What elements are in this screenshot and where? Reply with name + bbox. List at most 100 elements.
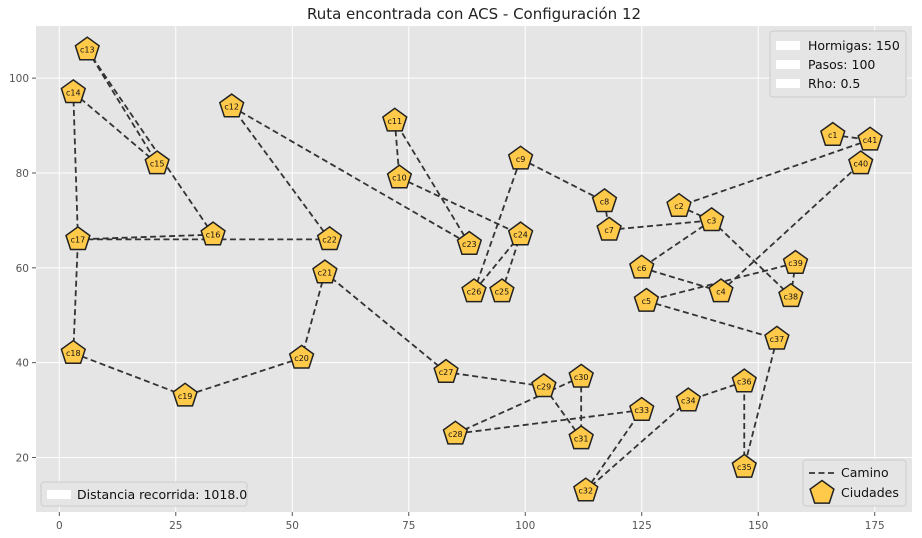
- city-pentagon: [489, 278, 515, 303]
- route-segment: [646, 300, 778, 340]
- city-pentagon: [596, 216, 622, 241]
- params-legend-entry: Pasos: 100: [808, 57, 875, 72]
- city-pentagon: [778, 282, 804, 308]
- city-label: c24: [513, 231, 528, 240]
- city-marker: c15: [144, 150, 170, 175]
- city-label: c15: [150, 160, 165, 169]
- city-pentagon: [461, 278, 487, 303]
- city-pentagon: [629, 396, 655, 421]
- route-segment: [454, 376, 582, 435]
- city-label: c27: [439, 368, 454, 377]
- x-tick-label: 25: [169, 520, 182, 532]
- series-legend-city-swatch: [809, 479, 835, 504]
- city-pentagon: [382, 107, 408, 132]
- y-tick-label: 80: [16, 168, 29, 180]
- city-marker: c12: [218, 93, 245, 118]
- city-marker: c24: [507, 221, 534, 246]
- route-segment: [72, 352, 186, 397]
- route-segment: [324, 271, 447, 373]
- city-label: c22: [322, 235, 337, 244]
- city-marker: c17: [65, 225, 91, 251]
- city-marker: c9: [507, 145, 534, 170]
- city-marker: c32: [573, 477, 599, 502]
- route-segment: [609, 219, 712, 231]
- city-marker: c20: [288, 344, 315, 369]
- city-label: c6: [637, 264, 647, 273]
- city-label: c35: [737, 463, 752, 472]
- chart-title: Ruta encontrada con ACS - Configuración …: [307, 5, 641, 23]
- city-pentagon: [433, 358, 459, 383]
- city-marker: c21: [312, 259, 338, 284]
- city-pentagon: [507, 221, 534, 246]
- city-marker: c8: [591, 187, 618, 213]
- city-pentagon: [666, 192, 692, 218]
- city-pentagon: [764, 325, 790, 350]
- city-label: c12: [224, 103, 239, 112]
- city-marker: c29: [531, 372, 557, 398]
- route-segment: [720, 162, 862, 293]
- x-tick-label: 125: [632, 520, 652, 532]
- city-marker: c11: [382, 107, 408, 132]
- city-label: c14: [66, 88, 81, 97]
- route-segment: [711, 219, 792, 297]
- city-pentagon: [675, 387, 702, 412]
- city-marker: c27: [433, 358, 459, 383]
- series-legend-entry: Camino: [841, 465, 889, 480]
- params-legend-entry: Hormigas: 150: [808, 38, 900, 53]
- city-marker: c33: [629, 396, 655, 421]
- city-label: c2: [674, 202, 684, 211]
- route-segment: [86, 49, 214, 236]
- city-label: c11: [387, 117, 402, 126]
- city-marker: c37: [764, 325, 790, 350]
- city-label: c36: [737, 378, 752, 387]
- params-legend-swatch: [776, 79, 800, 88]
- x-tick-label: 175: [865, 520, 885, 532]
- city-marker: c14: [60, 78, 87, 104]
- city-label: c21: [318, 269, 333, 278]
- city-marker: c35: [731, 453, 757, 478]
- city-pentagon: [531, 372, 557, 398]
- city-pentagon: [820, 121, 846, 146]
- city-marker: c7: [596, 216, 622, 241]
- city-marker: c16: [200, 221, 226, 246]
- distance-legend-box: [40, 481, 248, 507]
- city-label: c3: [707, 216, 717, 225]
- distance-legend-swatch: [47, 490, 71, 499]
- city-marker: c41: [857, 126, 883, 151]
- route-segment: [231, 105, 470, 245]
- route-segment: [72, 92, 79, 240]
- x-tick-label: 50: [286, 520, 299, 532]
- city-pentagon: [172, 382, 198, 407]
- city-marker: c34: [675, 387, 702, 412]
- city-marker: c39: [782, 249, 809, 274]
- route-segment: [585, 409, 643, 492]
- city-marker: c2: [666, 192, 692, 218]
- city-marker: c28: [442, 420, 469, 445]
- city-label: c19: [178, 392, 193, 401]
- city-marker: c5: [633, 287, 660, 312]
- city-label: c9: [516, 155, 526, 164]
- city-pentagon: [591, 187, 618, 213]
- route-segment: [445, 371, 545, 388]
- y-tick-label: 100: [9, 73, 29, 85]
- city-pentagon: [456, 230, 483, 255]
- city-marker: c30: [568, 363, 594, 388]
- city-pentagon: [698, 206, 725, 232]
- y-tick-label: 20: [16, 452, 29, 464]
- city-marker: c3: [698, 206, 725, 232]
- city-pentagon: [848, 150, 874, 175]
- city-pentagon: [74, 36, 100, 61]
- city-label: c37: [770, 335, 785, 344]
- city-label: c40: [853, 160, 868, 169]
- city-marker: c22: [316, 225, 343, 251]
- route-segment: [86, 49, 158, 164]
- route-segment: [77, 233, 214, 241]
- city-marker: c26: [461, 278, 487, 303]
- city-label: c23: [462, 240, 477, 249]
- y-tick-label: 40: [16, 358, 29, 370]
- route-segment: [230, 106, 331, 240]
- city-pentagon: [573, 477, 599, 502]
- axis-ticks: 0 25 50 75 100 125 150 175 20 40 60 80 100: [9, 73, 885, 532]
- route-segment: [641, 266, 722, 293]
